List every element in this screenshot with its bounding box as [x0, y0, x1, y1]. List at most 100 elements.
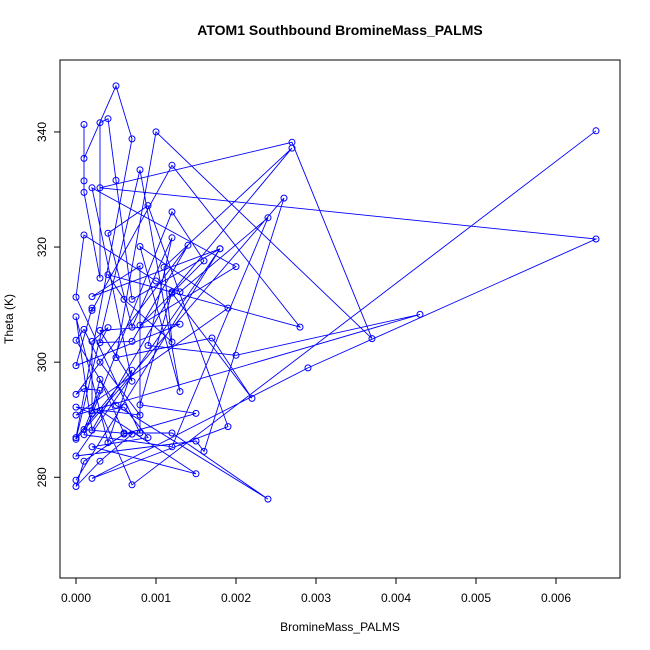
x-tick-label: 0.000 — [61, 591, 91, 605]
data-point — [96, 274, 104, 282]
data-point — [592, 127, 600, 135]
y-tick-label: 340 — [35, 122, 49, 142]
data-point — [96, 184, 104, 192]
data-point — [128, 337, 136, 345]
data-point — [136, 243, 144, 250]
data-point — [96, 339, 104, 347]
x-tick-label: 0.001 — [141, 591, 171, 605]
x-tick-label: 0.002 — [221, 591, 251, 605]
data-point — [144, 342, 152, 349]
data-point — [104, 439, 112, 447]
data-point — [136, 321, 144, 329]
data-point — [192, 470, 200, 478]
data-point — [80, 431, 88, 439]
data-point — [72, 390, 80, 398]
data-point — [152, 277, 160, 285]
data-point — [80, 231, 88, 239]
data-point — [88, 407, 96, 414]
y-axis-label: Theta (K) — [2, 294, 16, 344]
data-point — [88, 474, 96, 482]
data-point — [72, 411, 80, 419]
data-point — [72, 336, 80, 344]
data-point — [128, 366, 136, 374]
data-point — [304, 364, 312, 372]
data-point — [104, 229, 112, 237]
series-line — [75, 84, 598, 500]
data-point — [208, 334, 216, 342]
data-point — [128, 377, 136, 385]
data-point — [72, 434, 80, 442]
data-point — [128, 295, 136, 303]
data-point — [232, 351, 240, 359]
data-point — [80, 325, 88, 333]
data-point — [88, 184, 96, 192]
x-axis: 0.000 0.001 0.002 0.003 0.004 0.005 0.006 — [61, 577, 571, 605]
data-point — [128, 323, 136, 331]
y-axis: 280 300 320 340 — [35, 122, 61, 487]
data-point — [168, 234, 176, 242]
data-point — [80, 177, 88, 185]
data-point — [192, 409, 200, 417]
data-point — [80, 426, 88, 433]
data-point — [80, 385, 88, 393]
data-point — [168, 208, 176, 216]
data-point — [264, 214, 272, 222]
y-tick-label: 280 — [35, 467, 49, 487]
chart-title: ATOM1 Southbound BromineMass_PALMS — [197, 22, 482, 38]
data-point — [80, 188, 88, 196]
data-point — [216, 245, 224, 253]
data-point — [104, 324, 112, 332]
data-point — [112, 176, 120, 184]
data-point — [176, 288, 184, 296]
data-point — [368, 335, 376, 343]
data-point — [80, 121, 88, 128]
data-point — [160, 263, 168, 271]
series-layer — [72, 82, 600, 503]
x-tick-label: 0.004 — [381, 591, 411, 605]
data-point — [224, 304, 232, 312]
data-point — [88, 306, 96, 314]
y-tick-label: 320 — [35, 237, 49, 257]
data-point — [72, 483, 80, 490]
data-point — [104, 115, 112, 123]
data-point — [112, 354, 120, 362]
data-point — [264, 495, 272, 503]
data-point — [88, 293, 96, 301]
data-point — [96, 457, 104, 465]
data-point — [128, 481, 136, 489]
data-point — [200, 257, 208, 265]
data-point — [80, 154, 88, 162]
data-point — [128, 135, 136, 143]
y-tick-label: 300 — [35, 352, 49, 372]
data-point — [88, 443, 96, 451]
data-point — [112, 82, 120, 90]
data-point — [120, 295, 128, 303]
data-point — [296, 323, 304, 331]
data-point — [96, 119, 104, 127]
data-point — [72, 452, 80, 460]
data-point — [88, 426, 96, 434]
data-point — [120, 429, 128, 437]
data-point — [184, 241, 192, 249]
data-point — [88, 409, 96, 417]
x-axis-label: BromineMass_PALMS — [280, 620, 400, 634]
data-point — [200, 447, 208, 455]
data-point — [168, 338, 176, 346]
data-point — [592, 235, 600, 243]
data-point — [72, 403, 80, 411]
data-point — [136, 262, 144, 270]
data-point — [232, 263, 240, 271]
data-point — [176, 388, 184, 395]
data-point — [104, 271, 112, 279]
data-point — [288, 144, 296, 152]
data-point — [224, 423, 232, 431]
data-point — [120, 403, 128, 411]
data-point — [96, 407, 104, 414]
data-point — [168, 429, 176, 437]
data-point — [144, 202, 152, 210]
data-point — [248, 394, 256, 402]
data-point — [96, 375, 104, 383]
data-point — [72, 293, 80, 301]
data-point — [192, 437, 200, 445]
